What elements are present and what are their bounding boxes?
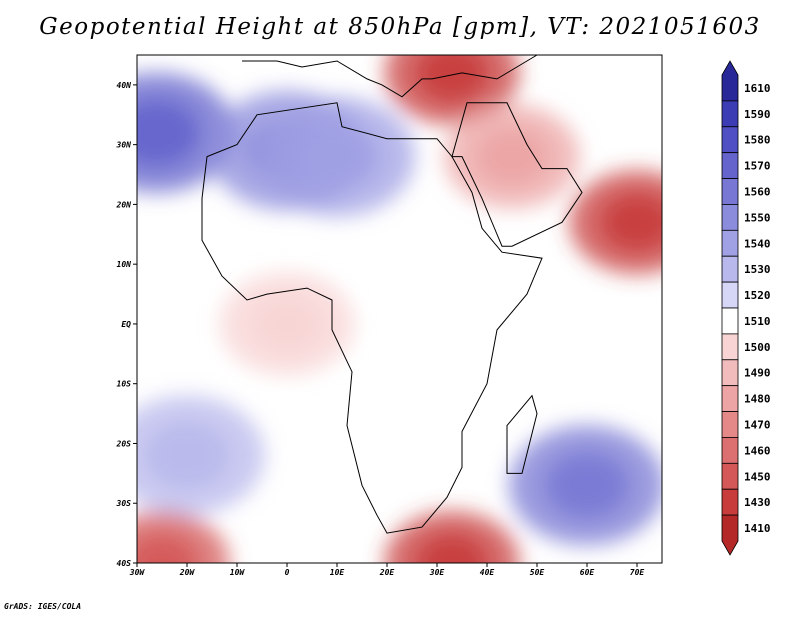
- lon-label-30E: 30E: [429, 568, 445, 577]
- colorbar-swatch-1560: [721, 178, 739, 205]
- lon-label-70E: 70E: [630, 568, 645, 577]
- coastline-europe: [242, 54, 538, 98]
- colorbar-label-1460: 1460: [744, 444, 771, 457]
- lat-label-20S: 20S: [116, 439, 132, 448]
- colorbar-swatch-1430: [721, 488, 739, 516]
- colorbar-label-1590: 1590: [744, 108, 771, 121]
- map-title: Geopotential Height at 850hPa [gpm], VT:…: [39, 14, 761, 40]
- colorbar-label-1500: 1500: [744, 341, 771, 354]
- colorbar-label-1450: 1450: [744, 470, 771, 483]
- colorbar-label-1490: 1490: [744, 367, 771, 380]
- coastline-arabia: [451, 102, 583, 247]
- colorbar: 1610 1590 1580 1570 1560 1550 1540 1530 1520 1510…: [721, 60, 771, 556]
- field-core-8: [137, 534, 199, 563]
- colorbar-label-1430: 1430: [744, 496, 771, 509]
- colorbar-label-1510: 1510: [744, 315, 771, 328]
- lon-label-10E: 10E: [330, 568, 345, 577]
- lat-label-EQ: EQ: [121, 320, 131, 329]
- colorbar-swatch-1500: [721, 333, 739, 361]
- colorbar-label-1570: 1570: [744, 160, 771, 173]
- colorbar-label-1530: 1530: [744, 263, 771, 276]
- colorbar-swatch-1580: [721, 126, 739, 154]
- lon-label-50E: 50E: [530, 568, 545, 577]
- lon-label-20E: 20E: [379, 568, 395, 577]
- lon-label-30W: 30W: [129, 568, 146, 577]
- field-core-2: [295, 123, 379, 190]
- field-core-5: [600, 193, 662, 251]
- colorbar-label-1550: 1550: [744, 211, 771, 224]
- map-area: [136, 54, 663, 564]
- colorbar-swatch-1570: [721, 152, 739, 179]
- lon-label-20W: 20W: [179, 568, 196, 577]
- colorbar-label-1560: 1560: [744, 186, 771, 199]
- lat-label-10N: 10N: [117, 260, 132, 269]
- field-core-7: [415, 534, 489, 563]
- lon-label-0: 0: [285, 568, 290, 577]
- colorbar-swatch-1520: [721, 281, 739, 309]
- lon-label-40E: 40E: [480, 568, 495, 577]
- colorbar-label-1580: 1580: [744, 134, 771, 147]
- lat-label-10S: 10S: [117, 380, 132, 389]
- colorbar-label-1610: 1610: [744, 82, 771, 95]
- axis-ticks: 30W 20W 10W 0 10E 20E 30E 40E 50E 60E 70E 40N 30N 20N…: [116, 81, 645, 577]
- colorbar-swatch-1410: [721, 514, 739, 556]
- lat-label-40S: 40S: [117, 559, 132, 568]
- credit-label: GrADS: IGES/COLA: [4, 602, 82, 611]
- colorbar-label-1480: 1480: [744, 393, 771, 406]
- field-core-4: [145, 422, 229, 489]
- coastline-madagascar: [506, 394, 538, 474]
- colorbar-swatch-1530: [721, 255, 739, 283]
- colorbar-swatch-1460: [721, 437, 739, 464]
- colorbar-swatch-1590: [721, 100, 739, 128]
- field-core-10: [250, 295, 324, 353]
- colorbar-swatch-1470: [721, 411, 739, 438]
- colorbar-swatch-1480: [721, 385, 739, 412]
- colorbar-label-1470: 1470: [744, 419, 771, 432]
- colorbar-label-1410: 1410: [744, 522, 771, 535]
- colorbar-swatch-1550: [721, 204, 739, 231]
- lat-label-30S: 30S: [116, 499, 132, 508]
- field-core-6: [415, 55, 489, 102]
- coastlines: [201, 54, 583, 534]
- lon-label-60E: 60E: [580, 568, 595, 577]
- colorbar-swatch-1540: [721, 229, 739, 257]
- colorbar-label-1540: 1540: [744, 237, 771, 250]
- coastline-africa: [201, 102, 543, 534]
- field-core-0: [137, 99, 199, 166]
- colorbar-swatch-1450: [721, 462, 739, 490]
- field-core-9: [475, 128, 549, 186]
- lat-label-40N: 40N: [117, 81, 132, 90]
- colorbar-label-1520: 1520: [744, 289, 771, 302]
- colorbar-swatch-1490: [721, 359, 739, 387]
- height-field: [137, 55, 662, 563]
- lon-label-10W: 10W: [230, 568, 246, 577]
- colorbar-swatch-1510: [721, 307, 739, 335]
- lat-label-30N: 30N: [116, 141, 132, 150]
- map-frame: [136, 54, 663, 564]
- field-core-3: [545, 452, 629, 519]
- colorbar-swatch-1610: [721, 60, 739, 102]
- lat-label-20N: 20N: [116, 200, 132, 209]
